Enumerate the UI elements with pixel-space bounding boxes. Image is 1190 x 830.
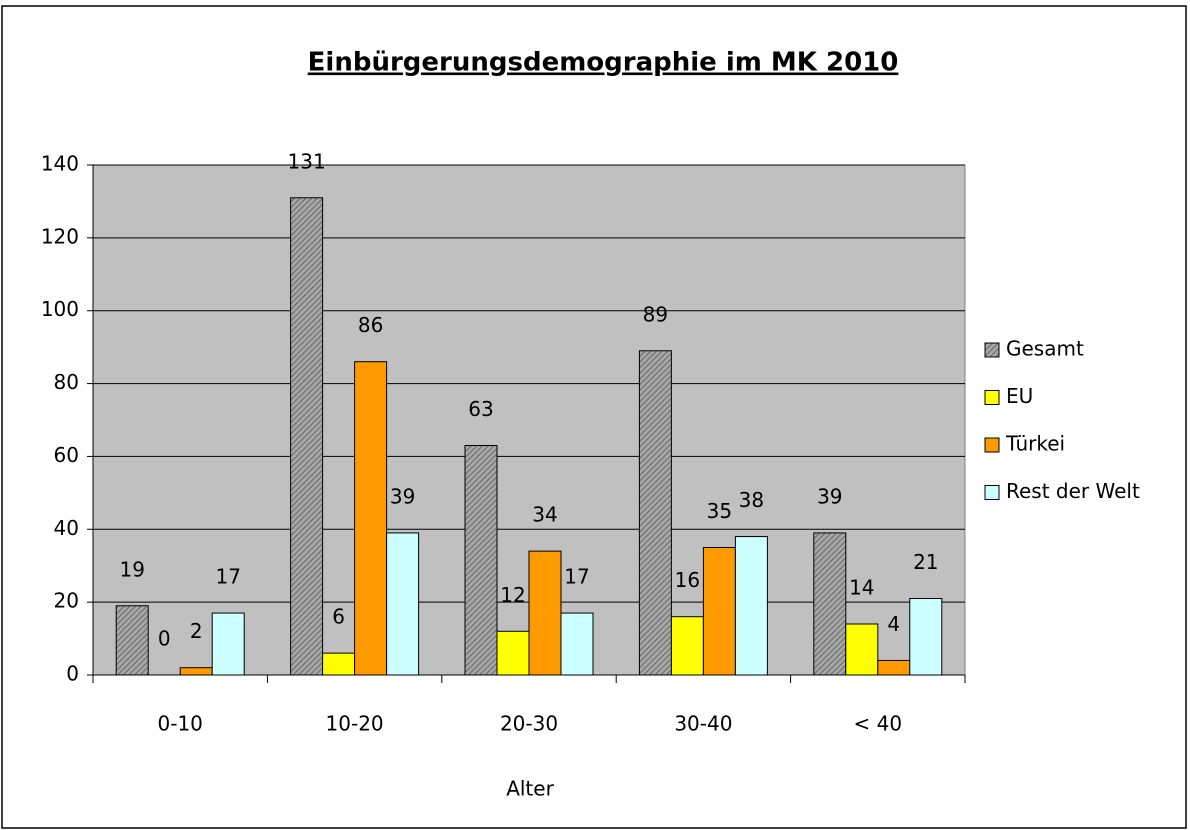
bar <box>909 598 943 676</box>
bar <box>211 612 245 676</box>
x-axis-label: Alter <box>506 777 554 801</box>
bar <box>813 532 847 676</box>
legend-label: Gesamt <box>1006 337 1084 361</box>
data-label: 35 <box>707 499 732 523</box>
x-tick-label: 30-40 <box>674 712 732 736</box>
bar <box>179 667 213 676</box>
data-label: 131 <box>288 149 326 173</box>
legend-swatch <box>984 437 1000 453</box>
bar <box>115 605 149 676</box>
legend-label: Rest der Welt <box>1006 479 1140 503</box>
data-label: 17 <box>564 565 589 589</box>
x-tick-label: 0-10 <box>158 712 203 736</box>
data-label: 38 <box>739 488 764 512</box>
bar <box>845 623 879 676</box>
legend-swatch <box>984 390 1000 405</box>
y-tick-label: 20 <box>54 589 79 613</box>
data-label: 63 <box>468 397 493 421</box>
bar <box>670 616 704 676</box>
bar <box>464 445 498 676</box>
bar <box>702 547 736 676</box>
bar <box>290 197 324 676</box>
bar <box>322 652 356 676</box>
legend-swatch <box>984 485 1000 500</box>
bar <box>877 659 911 676</box>
bar <box>560 612 594 676</box>
data-label: 89 <box>643 302 668 326</box>
bar <box>638 350 672 676</box>
data-label: 34 <box>532 503 557 527</box>
x-tick-label: < 40 <box>854 712 903 736</box>
legend-swatch <box>984 342 1000 358</box>
bar <box>734 536 768 676</box>
legend-label: EU <box>1006 384 1033 408</box>
y-tick-label: 140 <box>41 152 79 176</box>
legend-label: Türkei <box>1005 432 1065 456</box>
data-label: 4 <box>887 612 900 636</box>
bar <box>496 630 530 676</box>
bar <box>386 532 420 676</box>
bar <box>528 550 562 676</box>
data-label: 39 <box>817 484 842 508</box>
y-tick-label: 40 <box>54 516 79 540</box>
data-label: 6 <box>332 605 345 629</box>
data-label: 17 <box>215 565 240 589</box>
data-label: 2 <box>190 619 203 643</box>
x-tick-label: 20-30 <box>500 712 558 736</box>
chart-title: Einbürgerungsdemographie im MK 2010 <box>308 48 899 78</box>
bar <box>354 361 388 676</box>
data-label: 14 <box>849 576 874 600</box>
y-tick-label: 60 <box>54 443 79 467</box>
y-tick-label: 100 <box>41 297 79 321</box>
data-label: 86 <box>358 313 383 337</box>
data-label: 19 <box>119 557 144 581</box>
data-label: 39 <box>390 484 415 508</box>
y-tick-label: 120 <box>41 224 79 248</box>
data-label: 0 <box>158 627 171 651</box>
y-tick-label: 0 <box>66 662 79 686</box>
data-label: 12 <box>500 583 525 607</box>
x-tick-label: 10-20 <box>326 712 384 736</box>
data-label: 16 <box>675 568 700 592</box>
y-tick-label: 80 <box>54 370 79 394</box>
data-label: 21 <box>913 550 938 574</box>
